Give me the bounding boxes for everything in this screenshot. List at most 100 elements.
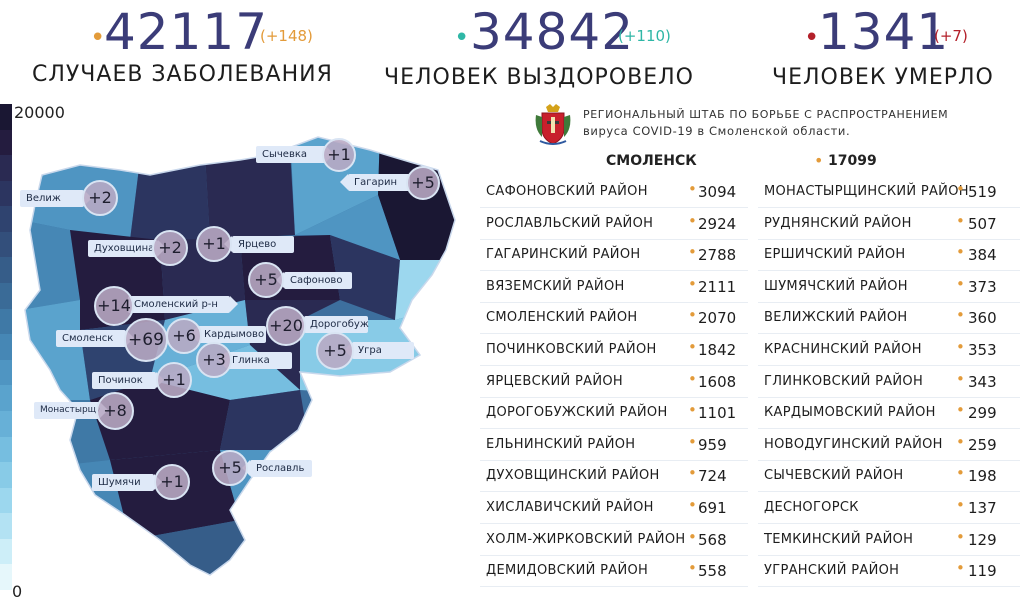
district-row: Демидовский район • 558 — [480, 555, 748, 588]
district-name: Глинковский район — [764, 373, 924, 389]
district-name: Ершичский район — [764, 247, 906, 263]
map-tag-roslavl: Рославль — [242, 460, 312, 477]
legend-swatch — [0, 487, 12, 514]
district-dot-icon: • — [956, 401, 965, 420]
district-name: Холм-Жирковский район — [486, 531, 686, 547]
district-row: Дорогобужский район • 1101 — [480, 397, 748, 430]
district-dot-icon: • — [688, 243, 697, 262]
district-name: Ельнинский район — [486, 436, 636, 452]
legend-swatch — [0, 513, 12, 539]
district-row: Сычевский район • 198 — [758, 460, 1020, 493]
district-name: Велижский район — [764, 310, 908, 326]
legend-swatch — [0, 231, 12, 258]
cases-value: 42117 — [104, 3, 269, 61]
district-row: Смоленский район • 2070 — [480, 302, 748, 335]
district-name: Угранский район — [764, 563, 900, 579]
cases-dot-icon: • — [90, 23, 106, 53]
map-bubble-roslavl: +5 — [212, 450, 248, 486]
district-value: 558 — [698, 562, 727, 581]
district-row: Темкинский район • 129 — [758, 524, 1020, 556]
district-name: Вяземский район — [486, 278, 625, 294]
legend-swatch — [0, 155, 12, 181]
district-name: Краснинский район — [764, 342, 922, 357]
district-vyazma — [330, 235, 400, 320]
map-bubble-pochinok: +1 — [156, 362, 192, 398]
map-tag-safonovo: Сафоново — [276, 272, 352, 289]
district-name: Рославльский район — [486, 215, 654, 231]
district-dot-icon: • — [956, 559, 965, 578]
district-row: Рославльский район • 2924 — [480, 208, 748, 240]
district-row: Хиславичский район • 691 — [480, 492, 748, 524]
district-row: Ершичский район • 384 — [758, 239, 1020, 272]
district-row: Холм-Жирковский район • 568 — [480, 524, 748, 556]
district-value: 724 — [698, 467, 727, 486]
district-name: Сычевский район — [764, 468, 904, 484]
map-bubble-velizh: +2 — [82, 180, 118, 216]
district-dot-icon: • — [688, 464, 697, 483]
map-tag-dorogobuzh: Дорогобуж — [296, 316, 369, 333]
district-value: 1101 — [698, 404, 737, 423]
district-name: Ярцевский район — [486, 373, 623, 389]
district-value: 2788 — [698, 246, 737, 265]
district-dot-icon: • — [688, 274, 697, 293]
district-shumyachi — [25, 540, 150, 575]
district-value: 137 — [968, 499, 997, 517]
map-tag-dukhovshchina: Духовщина — [88, 240, 166, 257]
district-row: Монастырщинский район • 519 — [758, 176, 1020, 208]
legend-swatch — [0, 283, 12, 309]
district-dot-icon: • — [956, 180, 965, 198]
district-row: Духовщинский район • 724 — [480, 460, 748, 493]
map-tag-smolensk: Смоленск — [56, 330, 134, 347]
district-name: Хиславичский район — [486, 500, 654, 515]
district-value: 360 — [968, 309, 997, 328]
district-name: Духовщинский район — [486, 468, 660, 484]
legend-swatch — [0, 538, 12, 565]
legend-swatch — [0, 462, 12, 488]
district-row: Вяземский район • 2111 — [480, 271, 748, 303]
legend-swatch — [0, 308, 12, 335]
district-name: Монастырщинский район — [764, 184, 969, 199]
district-value: 519 — [968, 183, 997, 201]
legend-swatch — [0, 180, 12, 207]
stat-recovered: • 34842 (+110) Человек выздоровело — [340, 0, 693, 100]
map-bubble-sychevka: +1 — [322, 138, 356, 172]
city-value: 17099 — [828, 153, 877, 169]
district-dot-icon: • — [956, 274, 965, 293]
district-name: Темкинский район — [764, 531, 914, 547]
district-value: 2070 — [698, 309, 737, 328]
district-dot-icon: • — [956, 338, 965, 356]
map-tag-smolensky-district: Смоленский р-н — [128, 296, 238, 313]
district-row: Угранский район • 119 — [758, 555, 1020, 588]
recovered-label: Человек выздоровело — [384, 65, 694, 90]
district-value: 1608 — [698, 372, 737, 391]
district-row: Новодугинский район • 259 — [758, 429, 1020, 461]
district-name: Новодугинский район — [764, 436, 943, 452]
district-dot-icon: • — [956, 369, 965, 388]
city-dot-icon: • — [814, 151, 824, 170]
district-name: Смоленский район — [486, 310, 638, 326]
color-scale-legend — [0, 104, 12, 590]
legend-swatch — [0, 104, 12, 130]
district-value: 507 — [968, 214, 997, 233]
legend-swatch — [0, 564, 12, 590]
legend-swatch — [0, 385, 12, 411]
district-row: Ельнинский район • 959 — [480, 429, 748, 461]
district-dot-icon: • — [688, 369, 697, 388]
map-bubble-gagarin: +5 — [406, 166, 440, 200]
legend-swatch — [0, 257, 12, 284]
district-dot-icon: • — [956, 496, 965, 514]
map-bubble-yartsevo: +1 — [196, 226, 232, 262]
district-dot-icon: • — [688, 338, 697, 356]
headquarters-title: Региональный штаб по борьбе с распростра… — [583, 106, 948, 140]
map-tag-glinka: Глинка — [218, 352, 292, 369]
legend-max-label: 20000 — [14, 103, 65, 122]
district-value: 384 — [968, 246, 997, 265]
map-bubble-dorogobuzh: +20 — [266, 306, 306, 346]
map-bubble-kardymovo: +6 — [166, 318, 202, 354]
district-value: 353 — [968, 341, 997, 359]
district-dot-icon: • — [688, 180, 697, 198]
district-name: Десногорск — [764, 500, 859, 515]
headquarters-line2: вируса COVID-19 в Смоленской области. — [583, 124, 851, 138]
district-name: Сафоновский район — [486, 184, 648, 199]
district-value: 959 — [698, 435, 727, 454]
